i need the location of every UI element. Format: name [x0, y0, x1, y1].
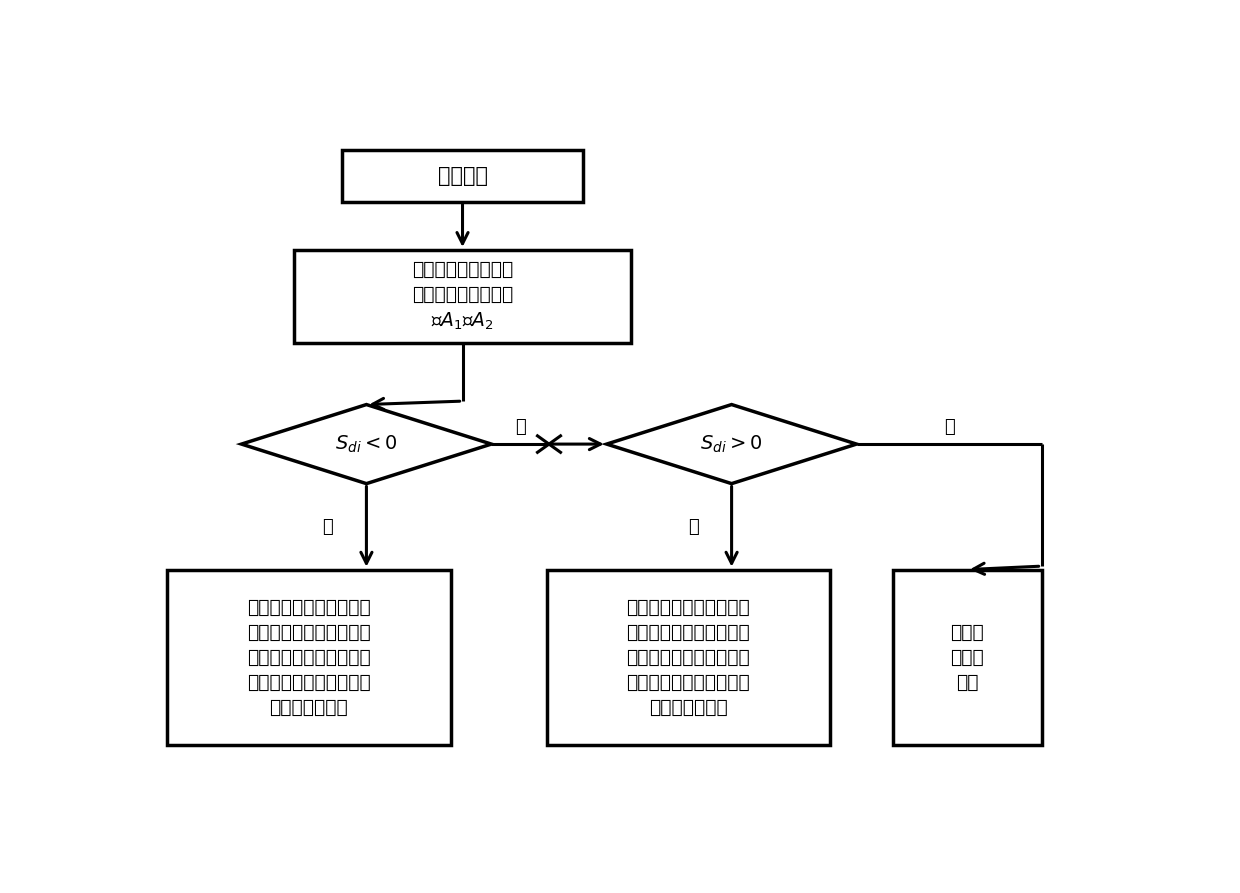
- Bar: [294, 250, 631, 343]
- Text: $S_{di}<0$: $S_{di}<0$: [335, 433, 398, 455]
- Bar: [167, 570, 450, 745]
- Text: 否: 否: [944, 418, 955, 436]
- Bar: [893, 570, 1042, 745]
- Text: 不调整
电网峰
谷差: 不调整 电网峰 谷差: [950, 622, 983, 692]
- Text: 是: 是: [322, 518, 334, 536]
- Text: 根据电网削峰功率需求与
电池储能装置、电储热装
置的剩余能量，协调规划
电池储能装置的放电与电
储热装置的放热: 根据电网削峰功率需求与 电池储能装置、电储热装 置的剩余能量，协调规划 电池储能…: [247, 597, 371, 717]
- Bar: [547, 570, 830, 745]
- Text: 是: 是: [688, 518, 698, 536]
- Text: 计算电池储能装置、
电储热装置的调峰系
数$A_1$、$A_2$: 计算电池储能装置、 电储热装置的调峰系 数$A_1$、$A_2$: [412, 261, 513, 332]
- Polygon shape: [242, 405, 491, 484]
- Polygon shape: [606, 405, 857, 484]
- Text: 采集数据: 采集数据: [438, 166, 487, 186]
- Bar: [342, 150, 583, 202]
- Text: 否: 否: [515, 418, 526, 436]
- Text: 根据电网填谷功率需求与
电池储能装置、电储热装
置的剩余容量，协调规划
电池储能装置的充电与电
储热装置的制热: 根据电网填谷功率需求与 电池储能装置、电储热装 置的剩余容量，协调规划 电池储能…: [626, 597, 750, 717]
- Text: $S_{di}>0$: $S_{di}>0$: [701, 433, 763, 455]
